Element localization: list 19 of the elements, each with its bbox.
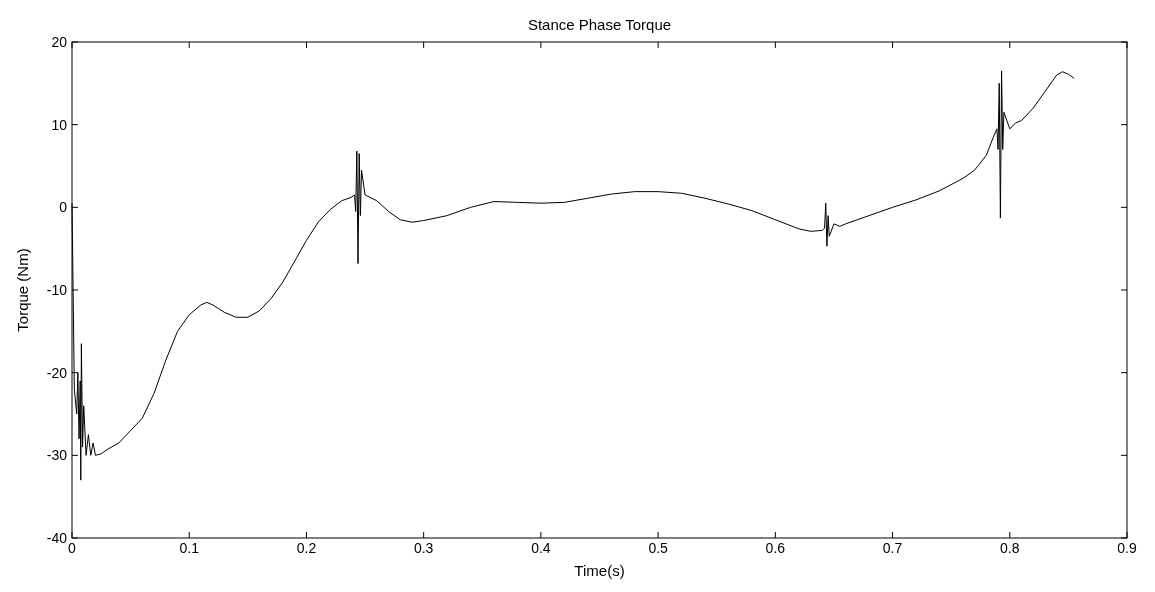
x-tick-label: 0.4 [531, 540, 551, 556]
x-tick-label: 0.6 [765, 540, 786, 556]
y-tick-label: 0 [59, 199, 68, 216]
y-tick-label: 10 [51, 116, 68, 133]
y-tick-label: -40 [46, 529, 68, 546]
x-tick-label: 0.9 [1117, 540, 1137, 556]
x-tick-label: 0.8 [1000, 540, 1020, 556]
x-tick-label: 0.3 [413, 540, 434, 556]
y-tick-label: -10 [46, 281, 68, 298]
x-tick-label: 0.5 [648, 540, 669, 556]
x-tick-label: 0.7 [882, 540, 903, 556]
y-tick-label: -20 [46, 364, 68, 381]
x-tick-label: 0.2 [296, 540, 317, 556]
x-tick-label: 0.1 [179, 540, 200, 556]
y-tick-label: -30 [46, 447, 68, 464]
chart-title: Stance Phase Torque [527, 16, 672, 33]
x-axis-title: Time(s) [574, 562, 625, 579]
y-tick-label: 20 [51, 33, 68, 50]
y-axis-title: Torque (Nm) [14, 248, 31, 332]
